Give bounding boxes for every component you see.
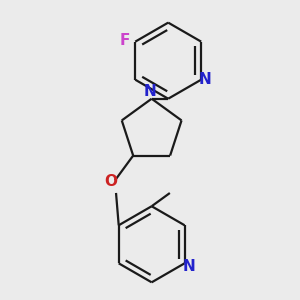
Text: O: O [104,174,118,189]
Text: F: F [119,33,130,48]
Text: N: N [144,84,156,99]
Text: N: N [182,259,195,274]
Text: N: N [199,72,212,87]
